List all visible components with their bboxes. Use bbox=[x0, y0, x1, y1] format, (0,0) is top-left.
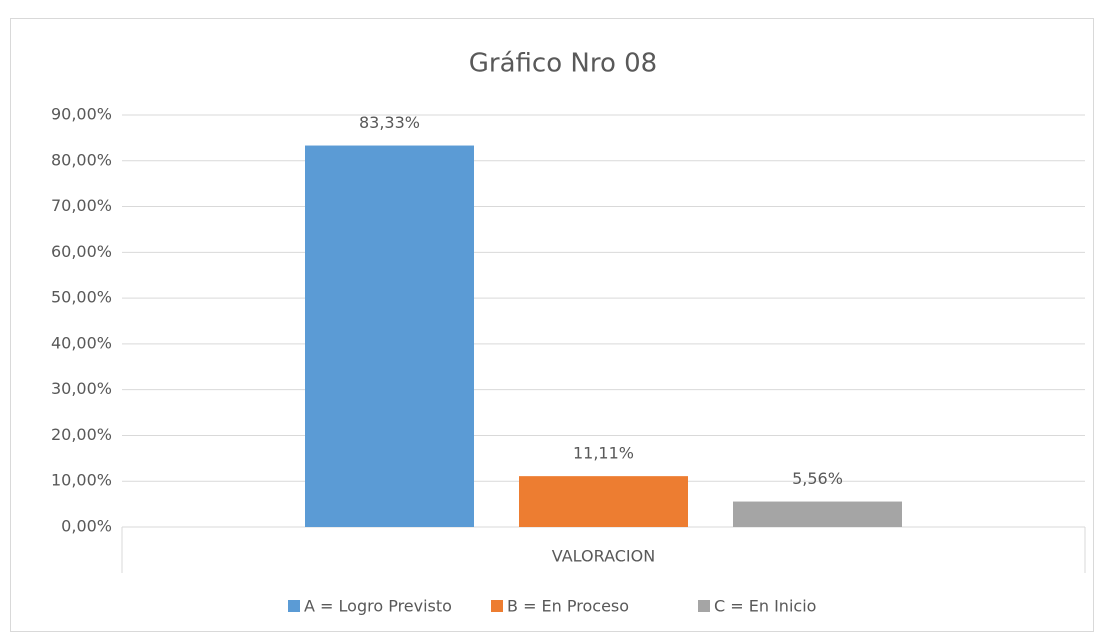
bar bbox=[519, 476, 688, 527]
y-tick-label: 20,00% bbox=[51, 425, 112, 444]
bar bbox=[733, 501, 902, 527]
legend-label: B = En Proceso bbox=[507, 597, 629, 616]
data-label: 11,11% bbox=[573, 444, 634, 463]
data-label: 83,33% bbox=[359, 113, 420, 132]
data-label: 5,56% bbox=[792, 469, 843, 488]
y-tick-label: 70,00% bbox=[51, 196, 112, 215]
x-tick-label: VALORACION bbox=[552, 547, 655, 566]
y-tick-label: 90,00% bbox=[51, 105, 112, 124]
y-tick-label: 50,00% bbox=[51, 288, 112, 307]
legend-swatch bbox=[288, 600, 300, 612]
y-tick-label: 0,00% bbox=[61, 517, 112, 536]
bar bbox=[305, 145, 474, 527]
chart-border bbox=[10, 18, 1094, 632]
y-tick-label: 80,00% bbox=[51, 150, 112, 169]
legend-swatch bbox=[491, 600, 503, 612]
y-tick-label: 10,00% bbox=[51, 471, 112, 490]
y-tick-label: 30,00% bbox=[51, 379, 112, 398]
chart-title: Gráfico Nro 08 bbox=[469, 49, 657, 79]
legend-label: C = En Inicio bbox=[714, 597, 816, 616]
y-tick-label: 60,00% bbox=[51, 242, 112, 261]
legend-label: A = Logro Previsto bbox=[304, 597, 452, 616]
y-tick-label: 40,00% bbox=[51, 333, 112, 352]
legend-swatch bbox=[698, 600, 710, 612]
